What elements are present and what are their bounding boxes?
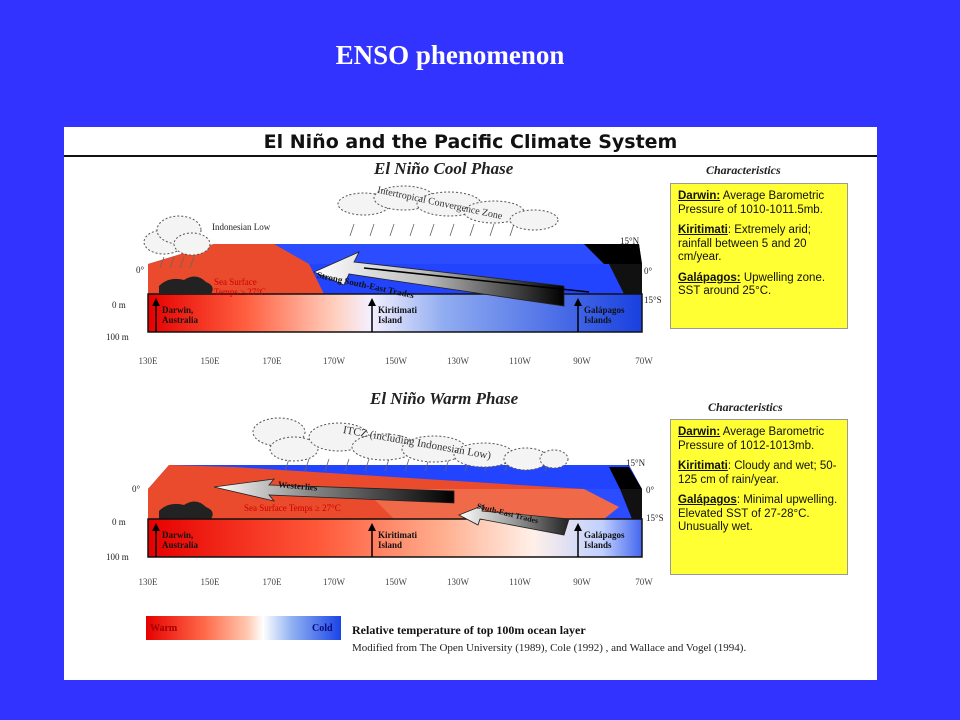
- warm-kiritimati-label: Kiritimati Island: [378, 530, 417, 550]
- warm-kiritimati-line1: Kiritimati: [378, 530, 417, 540]
- cool-cross-section: [143, 185, 643, 333]
- warm-tick-4: 150W: [385, 577, 407, 587]
- cool-lat-15n: 15°N: [620, 236, 640, 246]
- cool-tick-8: 70W: [635, 356, 653, 366]
- warm-lat-0-east: 0°: [646, 485, 655, 495]
- cool-indonesian-low-label: Indonesian Low: [212, 222, 271, 232]
- cool-lat-0-east: 0°: [644, 266, 653, 276]
- cool-tick-6: 110W: [509, 356, 531, 366]
- cool-tick-1: 150E: [200, 356, 220, 366]
- cool-lat-0: 0°: [136, 265, 145, 275]
- warm-tick-7: 90W: [573, 577, 591, 587]
- cool-lat-15s: 15°S: [644, 295, 662, 305]
- warm-depth-100: 100 m: [106, 552, 129, 562]
- warm-darwin-line2: Australia: [162, 540, 198, 550]
- cool-char-kiritimati-name: Kiritimati: [678, 224, 728, 236]
- cool-char-kiritimati-text: : Extremely arid; rainfall between 5 and…: [678, 224, 811, 263]
- cool-depth-100: 100 m: [106, 332, 129, 342]
- cool-sst-line1: Sea Surface: [214, 277, 257, 287]
- cool-trades-arrow: [313, 251, 565, 307]
- cool-galapagos-line2: Islands: [584, 315, 612, 325]
- cool-char-darwin-name: Darwin:: [678, 190, 721, 202]
- cool-tick-0: 130E: [138, 356, 158, 366]
- legend-cold-label: Cold: [312, 623, 333, 634]
- warm-lat-15s: 15°S: [646, 513, 664, 523]
- cool-darwin-line1: Darwin,: [162, 305, 194, 315]
- warm-lat-0: 0°: [132, 484, 141, 494]
- warm-tick-8: 70W: [635, 577, 653, 587]
- cool-tick-3: 170W: [323, 356, 345, 366]
- warm-char-kiritimati-name: Kiritimati: [678, 460, 728, 472]
- cool-kiritimati-line2: Island: [378, 315, 403, 325]
- figure-title: El Niño and the Pacific Climate System: [263, 131, 678, 153]
- cool-char-darwin-text: Average Barometric Pressure of 1010-1011…: [678, 190, 825, 216]
- cool-darwin-label: Darwin, Australia: [162, 305, 198, 325]
- warm-tick-3: 170W: [323, 577, 345, 587]
- cool-kiritimati-label: Kiritimati Island: [378, 305, 417, 325]
- warm-char-darwin-text: Average Barometric Pressure of 1012-1013…: [678, 426, 825, 452]
- legend-warm-label: Warm: [150, 623, 178, 634]
- cool-characteristics-box: Darwin: Average Barometric Pressure of 1…: [670, 183, 848, 329]
- cool-galapagos-line1: Galápagos: [584, 305, 625, 315]
- warm-sst-label: Sea Surface Temps ≥ 27°C: [244, 503, 341, 513]
- warm-depth-0: 0 m: [112, 517, 126, 527]
- warm-kiritimati-line2: Island: [378, 540, 403, 550]
- warm-char-darwin-name: Darwin:: [678, 426, 721, 438]
- cool-phase-diagram: Intertropical Convergence Zone Indonesia…: [64, 182, 877, 382]
- cool-tick-5: 130W: [447, 356, 469, 366]
- warm-characteristics-title: Characteristics: [708, 400, 783, 414]
- cool-char-darwin: Darwin: Average Barometric Pressure of 1…: [678, 190, 840, 217]
- cool-tick-7: 90W: [573, 356, 591, 366]
- warm-char-darwin: Darwin: Average Barometric Pressure of 1…: [678, 426, 840, 453]
- cool-tick-2: 170E: [262, 356, 282, 366]
- warm-galapagos-line1: Galápagos: [584, 530, 625, 540]
- temperature-legend-bar: [146, 616, 341, 640]
- legend-description: Relative temperature of top 100m ocean l…: [352, 623, 586, 637]
- warm-cross-section: [147, 417, 643, 558]
- source-citation: Modified from The Open University (1989)…: [352, 642, 747, 654]
- warm-westerlies-arrow: [213, 478, 455, 504]
- cool-char-galapagos-text: Upwelling zone. SST around 25°C.: [678, 271, 826, 298]
- cool-sst-line2: Temps ≥ 27°C: [214, 287, 266, 297]
- warm-tick-1: 150E: [200, 577, 220, 587]
- warm-tick-5: 130W: [447, 577, 469, 587]
- warm-char-kiritimati-text: : Cloudy and wet; 50-125 cm of rain/year…: [678, 460, 837, 486]
- warm-trades-arrow: [458, 504, 570, 536]
- warm-galapagos-line2: Islands: [584, 540, 612, 550]
- warm-galapagos-label: Galápagos Islands: [584, 530, 625, 550]
- warm-australia-shape: [159, 501, 213, 519]
- warm-darwin-label: Darwin, Australia: [162, 530, 198, 550]
- warm-itcz-cloud: [252, 417, 569, 471]
- cool-characteristics-title: Characteristics: [706, 163, 781, 177]
- warm-characteristics-box: Darwin: Average Barometric Pressure of 1…: [670, 419, 848, 575]
- warm-phase-title: El Niño Warm Phase: [370, 389, 519, 408]
- cool-itcz-cloud: [337, 185, 559, 231]
- cool-char-galapagos-name: Galápagos:: [678, 271, 741, 284]
- warm-darwin-line1: Darwin,: [162, 530, 194, 540]
- cool-char-kiritimati: Kiritimati: Extremely arid; rainfall bet…: [678, 224, 840, 265]
- cool-depth-0: 0 m: [112, 300, 126, 310]
- cool-galapagos-label: Galápagos Islands: [584, 305, 625, 325]
- warm-phase-diagram: ITCZ (including Indonesian Low) Westerli…: [64, 407, 877, 607]
- cool-phase-title: El Niño Cool Phase: [374, 159, 514, 178]
- cool-sst-label: Sea Surface Temps ≥ 27°C: [214, 277, 266, 297]
- warm-lat-15n: 15°N: [626, 458, 646, 468]
- warm-char-galapagos-name: Galápagos: [678, 494, 737, 506]
- enso-figure: El Niño and the Pacific Climate System E…: [64, 127, 877, 680]
- cool-indonesian-low-cloud: [143, 215, 211, 256]
- cool-char-galapagos: Galápagos: Upwelling zone. SST around 25…: [678, 272, 840, 299]
- title-rule: [64, 155, 877, 157]
- warm-char-galapagos: Galápagos: Minimal upwelling. Elevated S…: [678, 494, 840, 535]
- cool-kiritimati-line1: Kiritimati: [378, 305, 417, 315]
- slide-title: ENSO phenomenon: [335, 40, 565, 70]
- cool-darwin-line2: Australia: [162, 315, 198, 325]
- cool-australia-shape: [159, 276, 213, 294]
- warm-char-kiritimati: Kiritimati: Cloudy and wet; 50-125 cm of…: [678, 460, 840, 487]
- cool-tick-4: 150W: [385, 356, 407, 366]
- warm-tick-0: 130E: [138, 577, 158, 587]
- warm-tick-6: 110W: [509, 577, 531, 587]
- warm-char-galapagos-text: : Minimal upwelling. Elevated SST of 27-…: [678, 494, 838, 533]
- warm-tick-2: 170E: [262, 577, 282, 587]
